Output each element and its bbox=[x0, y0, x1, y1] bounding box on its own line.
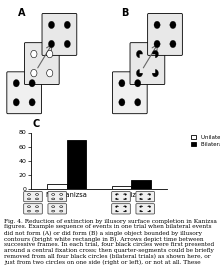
FancyBboxPatch shape bbox=[24, 43, 59, 85]
Circle shape bbox=[13, 80, 19, 87]
Circle shape bbox=[60, 206, 63, 207]
FancyBboxPatch shape bbox=[48, 192, 66, 202]
Circle shape bbox=[135, 80, 141, 87]
Circle shape bbox=[52, 210, 55, 212]
FancyBboxPatch shape bbox=[24, 204, 42, 214]
Wedge shape bbox=[140, 194, 143, 195]
Circle shape bbox=[13, 99, 19, 106]
Wedge shape bbox=[140, 206, 143, 207]
Wedge shape bbox=[116, 194, 119, 195]
Wedge shape bbox=[140, 198, 143, 200]
Bar bbox=[66, 140, 86, 189]
Circle shape bbox=[170, 40, 176, 48]
Circle shape bbox=[28, 194, 31, 195]
FancyBboxPatch shape bbox=[112, 72, 147, 114]
Text: Fig. 4. Reduction of extinction by illusory surface completion in Kanizsa figure: Fig. 4. Reduction of extinction by illus… bbox=[4, 219, 218, 265]
Wedge shape bbox=[116, 206, 119, 207]
Wedge shape bbox=[116, 210, 119, 212]
Circle shape bbox=[35, 198, 38, 200]
Circle shape bbox=[60, 194, 63, 195]
Circle shape bbox=[28, 198, 31, 200]
Circle shape bbox=[35, 194, 38, 195]
Circle shape bbox=[119, 80, 125, 87]
Circle shape bbox=[47, 50, 53, 58]
Circle shape bbox=[47, 69, 53, 77]
Circle shape bbox=[29, 80, 35, 87]
Bar bbox=[112, 186, 132, 189]
Wedge shape bbox=[152, 69, 158, 77]
Circle shape bbox=[119, 99, 125, 106]
Circle shape bbox=[154, 21, 160, 29]
FancyBboxPatch shape bbox=[24, 192, 42, 202]
Circle shape bbox=[64, 40, 70, 48]
Circle shape bbox=[29, 99, 35, 106]
Circle shape bbox=[28, 206, 31, 207]
Wedge shape bbox=[148, 206, 151, 207]
Wedge shape bbox=[152, 50, 158, 58]
Legend: Unilateral events, Bilateral events: Unilateral events, Bilateral events bbox=[190, 134, 220, 148]
Circle shape bbox=[135, 99, 141, 106]
Circle shape bbox=[52, 198, 55, 200]
Wedge shape bbox=[140, 210, 143, 212]
FancyBboxPatch shape bbox=[48, 204, 66, 214]
FancyBboxPatch shape bbox=[130, 43, 165, 85]
Wedge shape bbox=[148, 210, 151, 212]
FancyBboxPatch shape bbox=[7, 72, 42, 114]
Wedge shape bbox=[148, 194, 151, 195]
Text: B: B bbox=[121, 8, 128, 18]
Bar bbox=[47, 184, 66, 189]
Wedge shape bbox=[123, 210, 126, 212]
Text: C: C bbox=[33, 119, 40, 129]
Bar bbox=[132, 180, 151, 189]
Circle shape bbox=[35, 206, 38, 207]
FancyBboxPatch shape bbox=[148, 14, 182, 55]
Circle shape bbox=[60, 210, 63, 212]
Wedge shape bbox=[123, 206, 126, 207]
FancyBboxPatch shape bbox=[42, 14, 77, 55]
Wedge shape bbox=[123, 198, 126, 200]
Circle shape bbox=[28, 210, 31, 212]
Circle shape bbox=[52, 206, 55, 207]
Circle shape bbox=[52, 194, 55, 195]
Wedge shape bbox=[148, 198, 151, 200]
Wedge shape bbox=[136, 50, 143, 58]
Wedge shape bbox=[123, 194, 126, 195]
Circle shape bbox=[31, 50, 37, 58]
Circle shape bbox=[60, 198, 63, 200]
FancyBboxPatch shape bbox=[112, 204, 130, 214]
FancyBboxPatch shape bbox=[112, 192, 130, 202]
Circle shape bbox=[35, 210, 38, 212]
Circle shape bbox=[48, 40, 55, 48]
Text: A: A bbox=[18, 8, 25, 18]
Circle shape bbox=[64, 21, 70, 29]
Wedge shape bbox=[136, 69, 143, 77]
FancyBboxPatch shape bbox=[136, 192, 154, 202]
Circle shape bbox=[48, 21, 55, 29]
Wedge shape bbox=[116, 198, 119, 200]
Circle shape bbox=[31, 69, 37, 77]
Circle shape bbox=[154, 40, 160, 48]
Circle shape bbox=[170, 21, 176, 29]
FancyBboxPatch shape bbox=[136, 204, 154, 214]
